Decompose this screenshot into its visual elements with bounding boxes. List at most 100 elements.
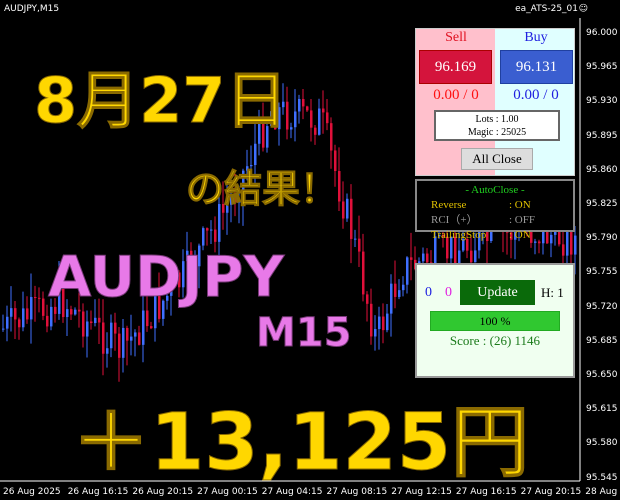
bull-candle (534, 241, 537, 243)
bear-candle (190, 250, 193, 274)
bear-candle (510, 232, 513, 240)
bull-candle (218, 204, 221, 242)
bear-candle (262, 119, 265, 148)
bear-candle (466, 238, 469, 251)
bull-candle (226, 204, 229, 213)
price-tick-label: 95.650 (586, 370, 618, 380)
bull-candle (230, 196, 233, 205)
time-tick-label: 26 Aug 2025 (3, 487, 61, 497)
bear-candle (46, 315, 49, 327)
price-tick-label: 95.930 (586, 96, 618, 107)
autoclose-label: RCI（+） (431, 214, 478, 226)
chart-symbol-label: AUDJPY,M15 (4, 4, 60, 14)
price-tick-label: 95.580 (586, 438, 618, 449)
bear-candle (114, 322, 117, 334)
bear-candle (82, 311, 85, 337)
bear-candle (470, 250, 473, 263)
bull-candle (142, 310, 145, 345)
count-blue: 0 (425, 285, 432, 300)
bull-candle (242, 170, 245, 202)
bull-candle (542, 225, 545, 244)
bear-candle (62, 284, 65, 318)
bear-candle (454, 236, 457, 269)
bear-candle (90, 321, 93, 324)
bear-candle (26, 308, 29, 320)
bear-candle (382, 316, 385, 331)
bear-candle (18, 319, 21, 328)
magic-value: Magic : 25025 (467, 127, 527, 138)
progress-bar: 100 % (430, 311, 560, 331)
bull-candle (318, 108, 321, 135)
bull-candle (166, 295, 169, 301)
price-tick-label: 95.755 (586, 267, 618, 278)
bear-candle (70, 309, 73, 315)
ea-name-label: ea_ATS-25_01 (515, 4, 578, 14)
bear-candle (366, 294, 369, 304)
sell-button[interactable]: 96.169 (419, 50, 492, 84)
overlay-timeframe: M15 (255, 310, 352, 357)
update-button[interactable]: Update (460, 280, 535, 305)
bull-candle (174, 272, 177, 281)
buy-label: Buy (524, 30, 548, 45)
bull-candle (434, 236, 437, 265)
bull-candle (162, 300, 165, 319)
bull-candle (250, 165, 253, 167)
smiley-icon: ☺ (578, 4, 588, 14)
price-tick-label: 95.685 (586, 335, 618, 346)
overlay-pair: AUDJPY (47, 245, 285, 311)
bull-candle (566, 226, 569, 256)
bull-candle (474, 250, 477, 263)
bull-candle (110, 322, 113, 349)
bull-candle (402, 284, 405, 291)
bear-candle (102, 322, 105, 354)
bear-candle (14, 308, 17, 320)
bear-candle (570, 226, 573, 255)
bear-candle (358, 238, 361, 252)
trade-panel: Sell Buy 96.169 96.131 0.00 / 0 0.00 / 0… (415, 28, 575, 176)
autoclose-value: : ON (509, 199, 531, 211)
time-tick-label: 27 Aug 00:15 (197, 487, 258, 497)
overlay-date: 8月27日 (33, 64, 288, 138)
score-value: Score : (26) 1146 (449, 333, 541, 348)
all-close-button[interactable]: All Close (461, 148, 533, 170)
bear-candle (322, 108, 325, 113)
bear-candle (530, 230, 533, 243)
h-value: H: 1 (541, 285, 564, 300)
bear-candle (370, 303, 373, 337)
bull-candle (450, 236, 453, 259)
bull-candle (182, 261, 185, 288)
bull-candle (154, 293, 157, 329)
bear-candle (334, 150, 337, 172)
bear-candle (486, 223, 489, 242)
bull-candle (170, 280, 173, 296)
bull-candle (270, 111, 273, 127)
price-tick-label: 95.615 (586, 404, 618, 415)
buy-pl: 0.00 / 0 (513, 87, 559, 103)
count-magenta: 0 (445, 285, 452, 300)
bull-candle (6, 316, 9, 329)
time-tick-label: 28 Aug 00 (585, 487, 620, 497)
bear-candle (78, 309, 81, 312)
bear-candle (362, 251, 365, 295)
bear-candle (326, 112, 329, 124)
overlay-profit: ＋13,125円 (72, 398, 530, 489)
bull-candle (66, 309, 69, 318)
bear-candle (342, 201, 345, 219)
bull-candle (198, 245, 201, 267)
bear-candle (126, 327, 129, 341)
bull-candle (478, 231, 481, 251)
bear-candle (38, 297, 41, 299)
bull-candle (438, 234, 441, 237)
time-tick-label: 27 Aug 08:15 (326, 487, 388, 497)
bull-candle (386, 313, 389, 331)
time-tick-label: 27 Aug 04:15 (261, 487, 323, 497)
bull-candle (574, 235, 577, 255)
bear-candle (222, 204, 225, 213)
bear-candle (98, 317, 101, 323)
bull-candle (406, 257, 409, 285)
bull-candle (422, 253, 425, 262)
sell-label: Sell (445, 30, 467, 45)
buy-button[interactable]: 96.131 (500, 50, 573, 84)
bull-candle (10, 308, 13, 317)
time-tick-label: 26 Aug 20:15 (132, 487, 194, 497)
